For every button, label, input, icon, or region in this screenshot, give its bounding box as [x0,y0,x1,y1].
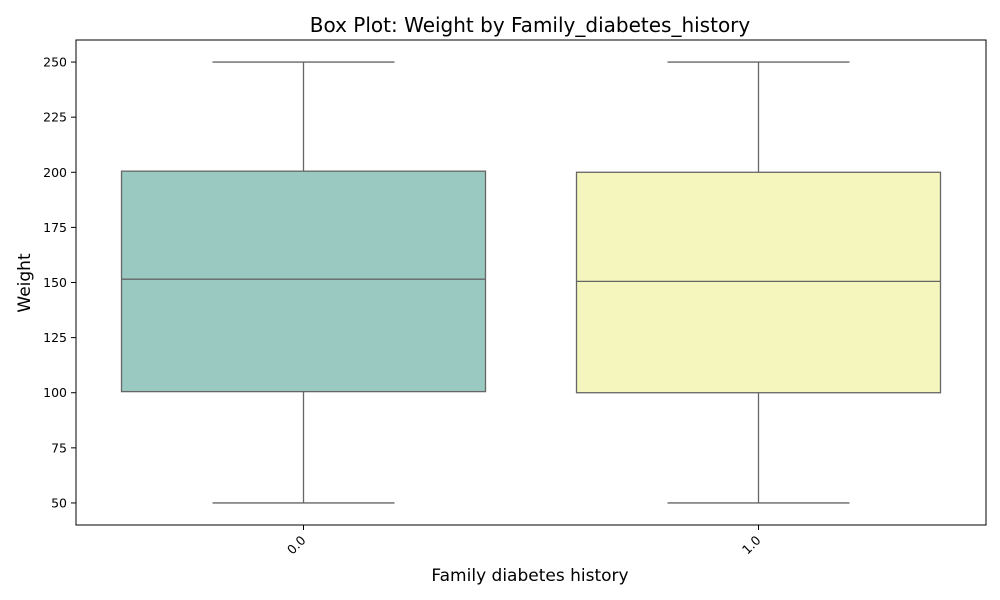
x-tick-label: 0.0 [284,532,309,557]
y-tick-label: 200 [43,165,67,180]
y-tick-label: 250 [43,55,67,70]
y-tick-label: 175 [43,220,67,235]
x-tick-label: 1.0 [739,532,764,557]
box-1.0 [575,171,942,394]
y-tick-label: 75 [51,440,67,455]
chart-title: Box Plot: Weight by Family_diabetes_hist… [310,13,751,37]
y-axis-label: Weight [15,253,35,313]
y-tick-label: 125 [43,330,67,345]
plot-area: 50 75 100 125 150 175 200 225 250 0.0 1.0 [43,39,987,557]
y-tick-label: 225 [43,110,67,125]
y-tick-label: 100 [43,385,67,400]
y-tick-label: 150 [43,275,67,290]
x-axis-label: Family diabetes history [431,566,628,586]
y-tick-label: 50 [51,495,67,510]
box-0.0 [120,170,487,393]
